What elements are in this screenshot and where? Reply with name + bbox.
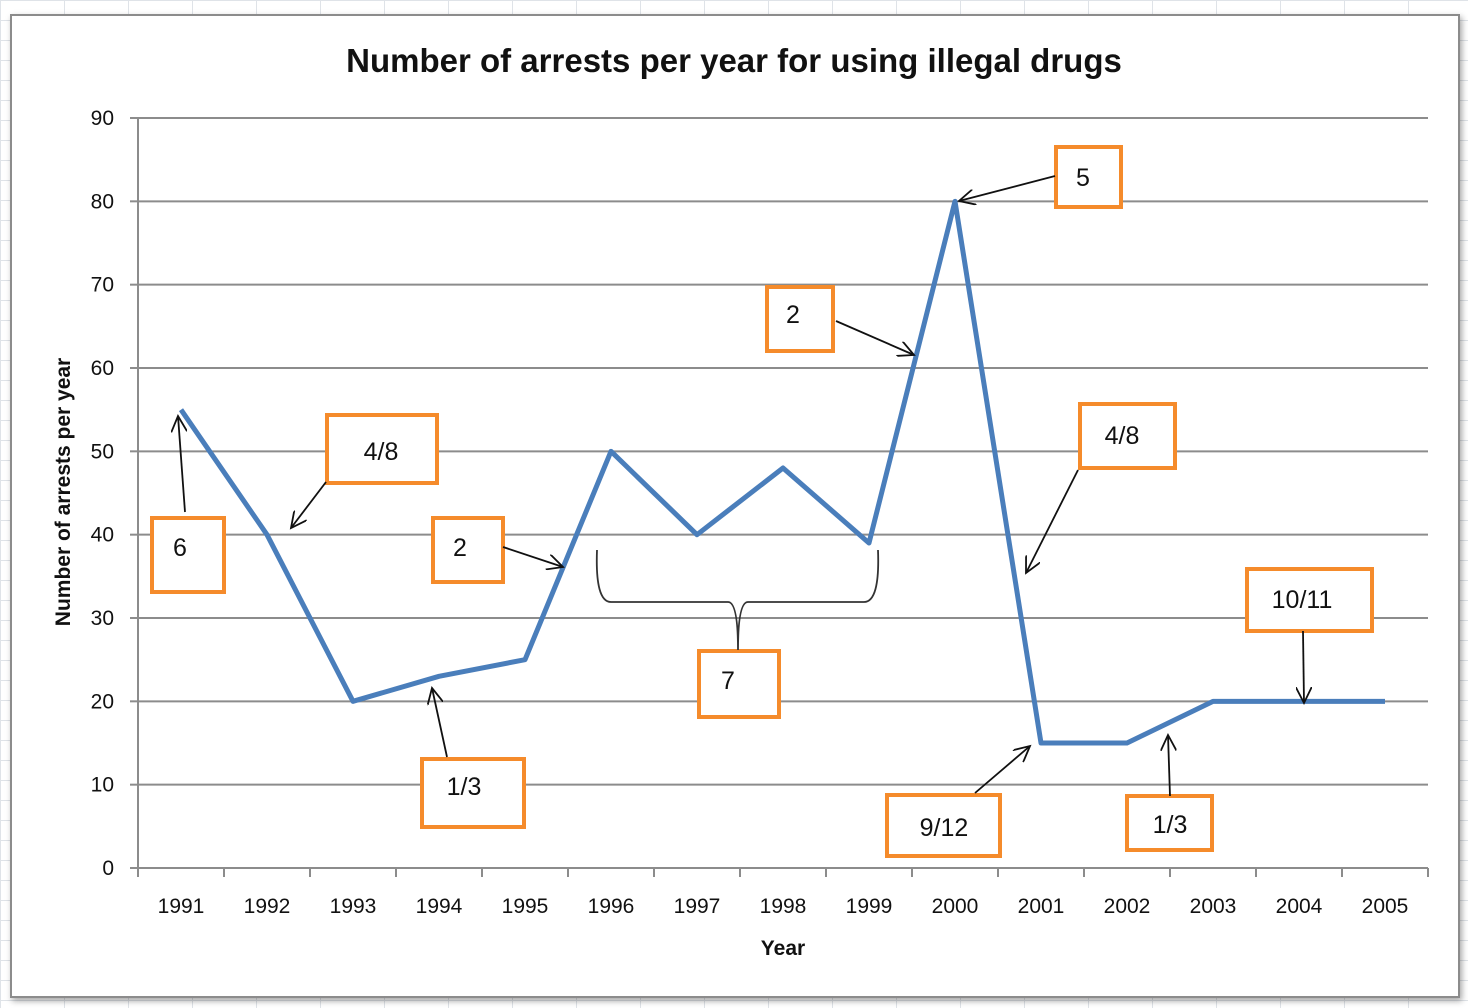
annotation-box [1078, 402, 1177, 470]
y-tick-label: 50 [91, 440, 114, 463]
annotation-box [697, 649, 781, 719]
y-tick-label: 20 [91, 690, 114, 713]
annotation-callout: 6 [150, 416, 226, 594]
annotation-arrow [1168, 735, 1170, 797]
annotation-box [325, 413, 439, 485]
y-tick-label: 80 [91, 190, 114, 213]
annotations-layer: 6 4/8 1/3 2 7 2 5 4/8 9/12 1/3 10/11 [150, 145, 1374, 858]
annotation-box [885, 793, 1002, 858]
x-tick-label: 2001 [1018, 895, 1065, 918]
chart-title: Number of arrests per year for using ill… [346, 42, 1122, 79]
annotation-callout: 9/12 [885, 746, 1030, 858]
annotation-box [431, 516, 505, 584]
annotation-box [1054, 145, 1123, 209]
annotation-arrow [502, 546, 563, 567]
annotation-label: 2 [786, 301, 800, 329]
annotation-arrow [835, 320, 914, 355]
annotation-label: 9/12 [920, 814, 969, 842]
annotation-box [150, 516, 226, 594]
annotation-box [765, 285, 835, 353]
y-tick-label: 40 [91, 524, 114, 547]
annotation-callout: 1/3 [420, 688, 526, 829]
annotation-callout: 5 [959, 145, 1123, 209]
annotation-label: 10/11 [1272, 586, 1333, 614]
x-tick-label: 1998 [760, 895, 807, 918]
y-axis-title: Number of arrests per year [52, 358, 75, 626]
x-tick-label: 2005 [1362, 895, 1409, 918]
annotation-callout: 2 [765, 285, 914, 355]
annotation-label: 5 [1076, 164, 1090, 192]
x-tick-label: 1999 [846, 895, 893, 918]
annotation-arrow [959, 175, 1056, 201]
x-tick-label: 2002 [1104, 895, 1151, 918]
annotation-box [1245, 567, 1374, 633]
annotation-arrow [1026, 469, 1079, 573]
axes: 0 10 20 30 40 50 60 70 80 90 1991 1992 1993 1994 1995 1… [91, 107, 1429, 918]
x-tick-label: 1993 [330, 895, 377, 918]
x-tick-label: 1991 [158, 895, 205, 918]
annotation-label: 4/8 [1105, 422, 1140, 450]
annotation-arrow [291, 481, 327, 528]
x-tick-label: 2003 [1190, 895, 1237, 918]
x-tick-label: 1996 [588, 895, 635, 918]
annotation-box [420, 757, 526, 829]
x-tick-label: 1992 [244, 895, 291, 918]
y-tick-label: 60 [91, 357, 114, 380]
x-tick-label: 2004 [1276, 895, 1323, 918]
annotation-label: 6 [173, 534, 187, 562]
annotation-arrow [974, 746, 1030, 794]
annotation-callout: 7 [697, 649, 781, 719]
annotation-label: 1/3 [1153, 811, 1188, 839]
annotation-label: 4/8 [364, 438, 399, 466]
annotation-box [1125, 794, 1214, 852]
annotation-label: 2 [453, 534, 467, 562]
annotation-callout: 2 [431, 516, 563, 584]
x-tick-label: 1994 [416, 895, 463, 918]
y-tick-label: 0 [102, 857, 114, 880]
y-tick-label: 10 [91, 774, 114, 797]
y-tick-label: 90 [91, 107, 114, 130]
annotation-callout: 4/8 [291, 413, 439, 528]
y-tick-label: 30 [91, 607, 114, 630]
annotation-label: 1/3 [447, 773, 482, 801]
x-tick-label: 2000 [932, 895, 979, 918]
annotation-arrow [1303, 630, 1304, 703]
x-axis-title: Year [761, 937, 805, 960]
annotation-arrow [432, 688, 448, 758]
y-tick-label: 70 [91, 274, 114, 297]
x-tick-label: 1995 [502, 895, 549, 918]
annotation-callout: 1/3 [1125, 735, 1214, 852]
annotation-label: 7 [721, 667, 735, 695]
annotation-callout: 10/11 [1245, 567, 1374, 703]
annotation-callout: 4/8 [1026, 402, 1177, 573]
annotation-arrow [178, 416, 185, 513]
gridlines [138, 117, 1428, 786]
curly-brace [595, 549, 880, 651]
x-tick-label: 1997 [674, 895, 721, 918]
